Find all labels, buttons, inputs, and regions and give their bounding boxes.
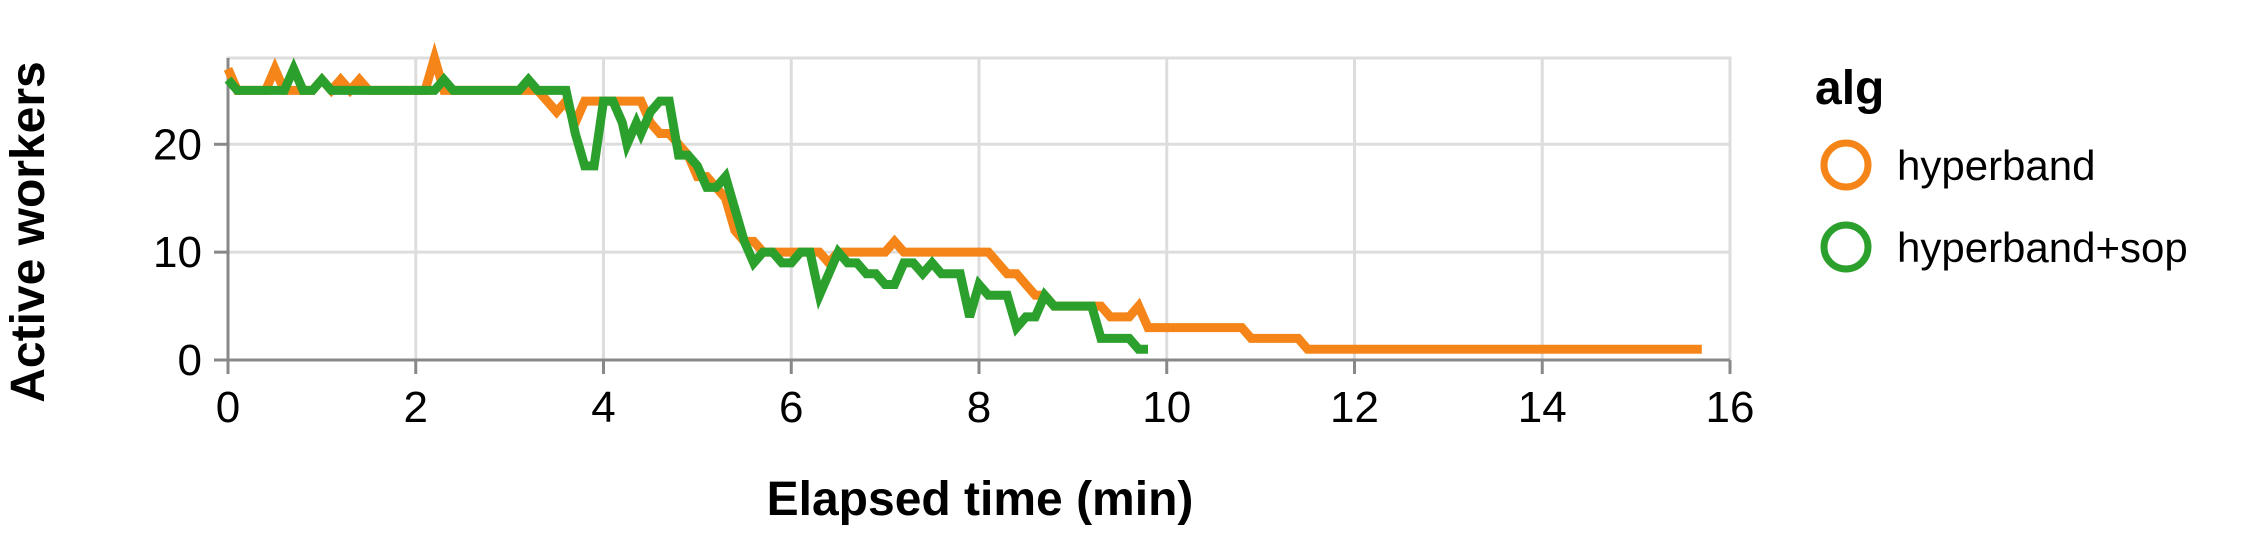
y-tick-label: 10	[153, 228, 202, 277]
x-tick-label: 14	[1518, 383, 1567, 432]
axes: 0 2 4 6 8 10 12 14 16 0 10 20	[153, 58, 1754, 432]
y-tick-label: 0	[178, 336, 202, 385]
grid	[226, 56, 1732, 362]
x-tick-label: 16	[1706, 383, 1755, 432]
x-tick-label: 2	[404, 383, 428, 432]
x-tick-label: 6	[779, 383, 803, 432]
x-tick-label: 8	[967, 383, 991, 432]
y-axis-title: Active workers	[2, 61, 55, 403]
legend-title: alg	[1815, 62, 1884, 115]
series-line-hyperband-sop	[224, 57, 1148, 354]
legend-swatch	[1820, 221, 1872, 273]
x-tick-label: 4	[591, 383, 615, 432]
x-tick-label: 12	[1330, 383, 1379, 432]
x-tick-label: 0	[216, 383, 240, 432]
legend-swatch	[1820, 139, 1872, 191]
legend-label: hyperband	[1897, 142, 2096, 189]
series-lines	[223, 41, 1702, 354]
y-tick-label: 20	[153, 120, 202, 169]
legend: alg hyperband hyperband+sop	[1815, 62, 2188, 273]
x-axis-title: Elapsed time (min)	[767, 473, 1194, 526]
x-tick-label: 10	[1142, 383, 1191, 432]
legend-label: hyperband+sop	[1897, 224, 2188, 271]
